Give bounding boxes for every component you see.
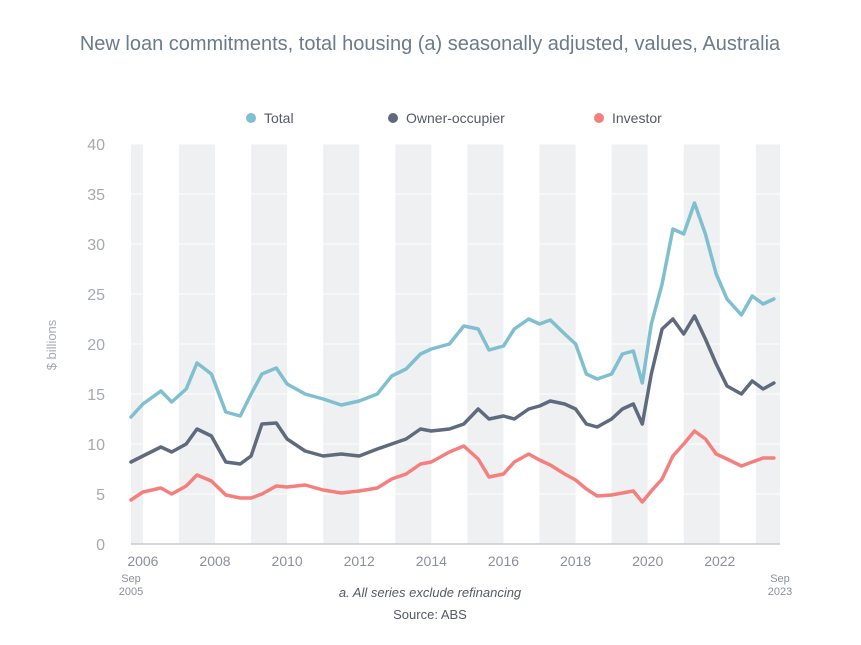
y-tick-label: 15: [87, 387, 105, 404]
x-start-month-label: Sep: [121, 573, 141, 585]
y-tick-label: 0: [96, 537, 105, 554]
legend-label-total: Total: [264, 110, 294, 126]
y-tick-label: 35: [87, 187, 105, 204]
x-start-year-label: 2005: [119, 586, 143, 598]
x-tick-label: 2014: [416, 553, 447, 569]
y-tick-label: 20: [87, 337, 105, 354]
legend-label-investor: Investor: [612, 110, 662, 126]
y-axis-label: $ billions: [44, 319, 59, 370]
x-tick-label: 2016: [488, 553, 519, 569]
series-line-total: [129, 201, 776, 419]
y-tick-label: 25: [87, 287, 105, 304]
legend-marker-total: [246, 113, 256, 123]
x-tick-label: 2006: [127, 553, 158, 569]
x-end-year-label: 2023: [768, 586, 792, 598]
source-note: Source: ABS: [393, 607, 467, 622]
x-tick-label: 2022: [704, 553, 735, 569]
y-tick-label: 5: [96, 487, 105, 504]
series-lines: [129, 201, 776, 504]
x-tick-label: 2010: [272, 553, 303, 569]
y-tick-label: 40: [87, 137, 105, 154]
x-tick-label: 2012: [344, 553, 375, 569]
y-tick-label: 10: [87, 437, 105, 454]
series-line-investor: [129, 429, 776, 504]
legend-marker-owner-occupier: [388, 113, 398, 123]
series-line-owner-occupier: [129, 314, 776, 466]
x-tick-label: 2008: [199, 553, 230, 569]
horizontal-gridlines: [131, 143, 780, 495]
x-tick-label: 2020: [632, 553, 663, 569]
y-axis-ticks: 0 5 10 15 20 25 30 35 40: [87, 137, 105, 554]
x-axis: 2006 2008 2010 2012 2014 2016 2018 2020 2022Sep2…: [119, 543, 792, 598]
footnote: a. All series exclude refinancing: [339, 585, 522, 600]
x-tick-label: 2018: [560, 553, 591, 569]
legend-marker-investor: [594, 113, 604, 123]
legend: Total Owner-occupier Investor: [246, 110, 662, 126]
legend-label-owner-occupier: Owner-occupier: [406, 110, 505, 126]
y-tick-label: 30: [87, 237, 105, 254]
chart-title: New loan commitments, total housing (a) …: [80, 33, 781, 55]
x-end-month-label: Sep: [770, 573, 790, 585]
